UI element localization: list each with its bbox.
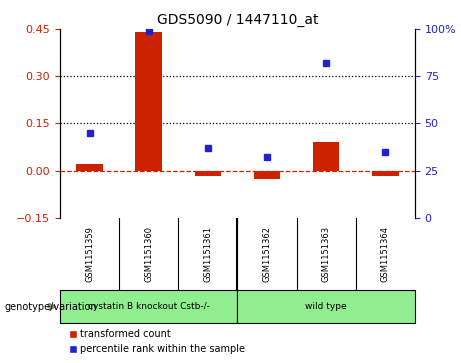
Text: GSM1151360: GSM1151360: [144, 226, 153, 282]
Bar: [136, 32, 162, 171]
Bar: [237, 290, 415, 323]
Bar: [313, 142, 339, 171]
Text: GSM1151363: GSM1151363: [322, 226, 331, 282]
Text: GSM1151364: GSM1151364: [381, 226, 390, 282]
Text: GSM1151361: GSM1151361: [203, 226, 213, 282]
Text: GSM1151359: GSM1151359: [85, 226, 94, 282]
Text: genotype/variation: genotype/variation: [5, 302, 97, 312]
Bar: [60, 290, 237, 323]
Legend: transformed count, percentile rank within the sample: transformed count, percentile rank withi…: [65, 326, 249, 358]
Text: wild type: wild type: [305, 302, 347, 311]
Bar: [76, 164, 103, 171]
Bar: [372, 171, 399, 176]
Bar: [195, 171, 221, 176]
Title: GDS5090 / 1447110_at: GDS5090 / 1447110_at: [157, 13, 318, 26]
Bar: [254, 171, 280, 179]
Text: cystatin B knockout Cstb-/-: cystatin B knockout Cstb-/-: [88, 302, 210, 311]
Text: GSM1151362: GSM1151362: [262, 226, 272, 282]
